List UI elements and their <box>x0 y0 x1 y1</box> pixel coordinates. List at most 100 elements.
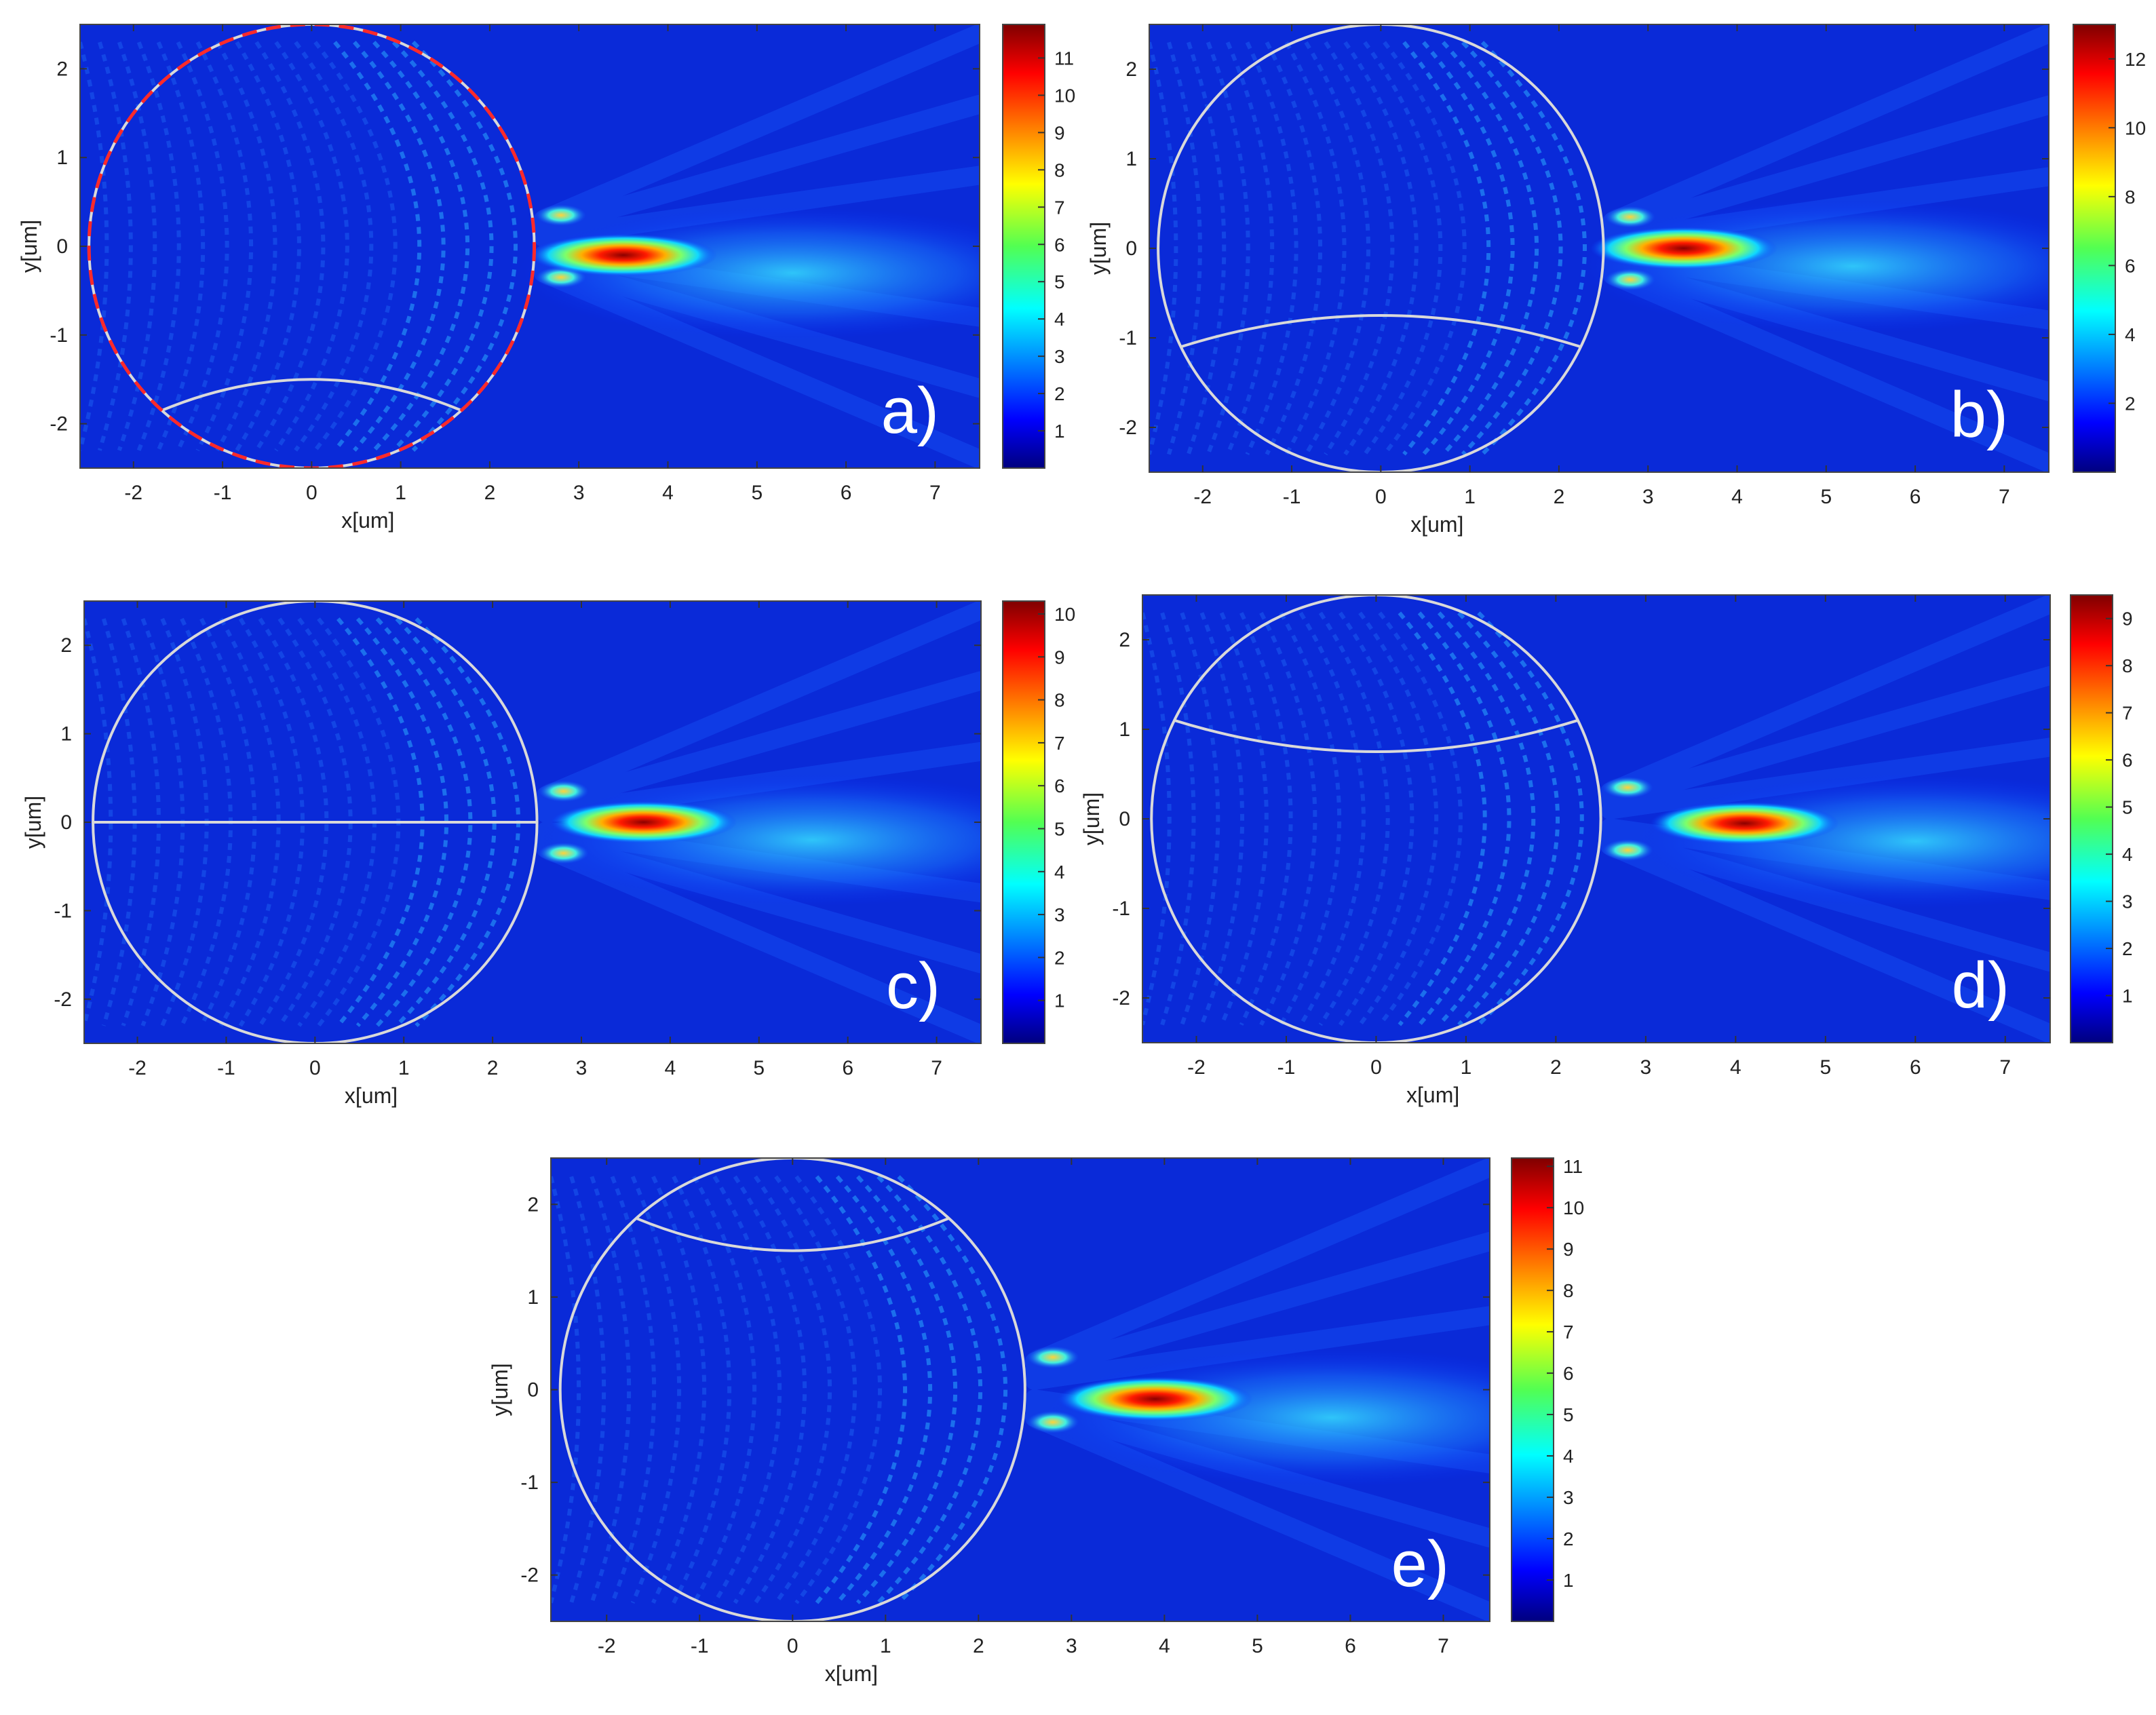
y-tick-label: -2 <box>54 988 72 1011</box>
colorbar-tick-label: 9 <box>1054 122 1065 143</box>
x-tick-label: 1 <box>1461 1056 1472 1079</box>
colorbar-tick-label: 3 <box>1563 1487 1574 1508</box>
colorbar-tick-label: 2 <box>1054 947 1065 968</box>
colorbar-tick-label: 2 <box>1563 1528 1574 1549</box>
x-tick-label: -2 <box>128 1057 147 1079</box>
x-axis-label: x[um] <box>825 1661 878 1686</box>
side-lobe-upper <box>539 780 589 803</box>
x-tick-label: 5 <box>753 1057 765 1079</box>
side-lobe-lower <box>1605 269 1655 291</box>
y-tick-label: 0 <box>1125 237 1137 260</box>
y-tick-label: -1 <box>1112 898 1130 920</box>
colorbar-tick-label: 1 <box>2122 986 2133 1007</box>
x-tick-label: 1 <box>1464 486 1476 508</box>
colorbar-tick-label: 5 <box>1054 818 1065 839</box>
colorbar-tick-label: 7 <box>1563 1322 1574 1343</box>
x-tick-label: 2 <box>484 482 496 504</box>
y-axis-label: y[um] <box>1086 222 1111 275</box>
x-tick-label: 6 <box>1345 1635 1356 1657</box>
axes: -2 -1 0 1 2 3 4 5 6 7 -2 -1 0 1 2 x[um] y[um] <box>1086 24 2049 537</box>
y-tick-label: -2 <box>50 413 68 436</box>
heatmap-panel-a: -2 -1 0 1 2 3 4 5 6 7 -2 -1 0 1 2 x[um] y[um] a) 1 2 3 4 5 6 7 8 9… <box>17 24 1075 533</box>
y-tick-label: 1 <box>1125 148 1137 170</box>
colorbar: 1 2 3 4 5 6 7 8 9 10 <box>1002 600 1075 1044</box>
x-tick-label: 5 <box>1820 486 1832 508</box>
heatmap-panel-c: -2 -1 0 1 2 3 4 5 6 7 -2 -1 0 1 2 x[um] y[um] c) 1 2 3 4 5 6 7 8 9… <box>21 600 1075 1108</box>
y-axis-label: y[um] <box>488 1363 512 1416</box>
y-axis-label: y[um] <box>17 220 41 273</box>
x-tick-label: -1 <box>691 1635 709 1657</box>
colorbar: 1 2 3 4 5 6 7 8 9 10 11 <box>1002 24 1075 469</box>
colorbar-tick-label: 10 <box>1054 604 1075 625</box>
colorbar-tick-label: 9 <box>2122 609 2133 630</box>
x-tick-label: 2 <box>973 1635 984 1657</box>
plot-area <box>1142 595 2050 1043</box>
plot-area <box>80 24 980 468</box>
x-tick-label: -1 <box>217 1057 235 1079</box>
nanojet-hotspot <box>1057 1376 1253 1421</box>
y-tick-label: 0 <box>60 811 72 834</box>
axes: -2 -1 0 1 2 3 4 5 6 7 -2 -1 0 1 2 x[um] y[um] <box>21 601 981 1108</box>
colorbar-tick-label: 10 <box>2125 117 2146 138</box>
colorbar-tick-label: 8 <box>1563 1280 1574 1301</box>
x-tick-label: 7 <box>1999 486 2010 508</box>
sphere-outline <box>558 1158 1026 1621</box>
y-tick-label: 0 <box>1119 808 1130 830</box>
nanojet-hotspot <box>1590 227 1777 270</box>
colorbar-tick-label: 8 <box>2125 187 2136 208</box>
x-tick-label: 5 <box>1252 1635 1263 1657</box>
x-tick-label: 7 <box>1999 1056 2011 1079</box>
y-tick-label: 1 <box>56 147 68 169</box>
x-tick-label: 0 <box>309 1057 321 1079</box>
x-tick-label: 4 <box>665 1057 676 1079</box>
x-tick-label: 0 <box>787 1635 798 1657</box>
x-tick-label: 6 <box>842 1057 853 1079</box>
x-tick-label: -2 <box>1193 486 1212 508</box>
x-tick-label: -1 <box>1283 486 1301 508</box>
colorbar-tick-label: 9 <box>1563 1239 1574 1260</box>
x-tick-label: 6 <box>1910 486 1921 508</box>
side-lobe-upper <box>1605 206 1655 228</box>
x-tick-label: -1 <box>1277 1056 1296 1079</box>
x-tick-label: 7 <box>931 1057 942 1079</box>
y-tick-label: -1 <box>1119 327 1137 349</box>
colorbar-tick-label: 10 <box>1054 85 1075 106</box>
colorbar-tick-label: 7 <box>1054 733 1065 754</box>
axes: -2 -1 0 1 2 3 4 5 6 7 -2 -1 0 1 2 x[um] y[um] <box>1079 595 2050 1107</box>
nanojet-hotspot <box>550 801 737 844</box>
axes: -2 -1 0 1 2 3 4 5 6 7 -2 -1 0 1 2 x[um] y[um] <box>488 1158 1490 1686</box>
x-tick-label: 0 <box>1370 1056 1382 1079</box>
side-lobe-lower <box>1026 1410 1079 1433</box>
y-tick-label: 1 <box>60 723 72 746</box>
colorbar-tick-label: 6 <box>1054 775 1065 796</box>
panel-label: c) <box>886 950 940 1022</box>
y-tick-label: 2 <box>1119 629 1130 651</box>
colorbar-tick-label: 2 <box>2122 938 2133 959</box>
interference-fringes <box>551 1175 1007 1604</box>
side-lobe-upper <box>536 204 586 226</box>
heatmap-panel-e: -2 -1 0 1 2 3 4 5 6 7 -2 -1 0 1 2 x[um] y[um] e) 1 2 3 4 5 6 7 8 9… <box>488 1156 1584 1686</box>
heatmap-panel-d: -2 -1 0 1 2 3 4 5 6 7 -2 -1 0 1 2 x[um] y[um] d) 1 2 3 4 5 6 7 8 9 <box>1079 594 2133 1107</box>
x-tick-label: 1 <box>880 1635 891 1657</box>
x-tick-label: 6 <box>1910 1056 1921 1079</box>
x-tick-label: 3 <box>1066 1635 1077 1657</box>
side-lobe-lower <box>1602 839 1653 862</box>
y-tick-label: 1 <box>1119 718 1130 741</box>
colorbar-tick-label: 10 <box>1563 1197 1584 1218</box>
colorbar-tick-label: 7 <box>1054 197 1065 218</box>
axes: -2 -1 0 1 2 3 4 5 6 7 -2 -1 0 1 2 x[um] y[um] <box>17 24 980 533</box>
x-tick-label: 2 <box>1554 486 1565 508</box>
plot-area <box>84 601 981 1043</box>
colorbar-tick-label: 6 <box>1563 1363 1574 1384</box>
x-axis-label: x[um] <box>1406 1083 1459 1107</box>
panel-label: a) <box>881 374 939 447</box>
x-tick-label: 4 <box>1730 1056 1741 1079</box>
x-tick-label: 3 <box>573 482 585 504</box>
colorbar-tick-label: 8 <box>2122 655 2133 676</box>
x-tick-label: -1 <box>214 482 232 504</box>
x-tick-label: 5 <box>1820 1056 1831 1079</box>
colorbar-tick-label: 1 <box>1563 1570 1574 1591</box>
y-tick-label: 2 <box>56 58 68 80</box>
x-tick-label: 3 <box>1642 486 1654 508</box>
